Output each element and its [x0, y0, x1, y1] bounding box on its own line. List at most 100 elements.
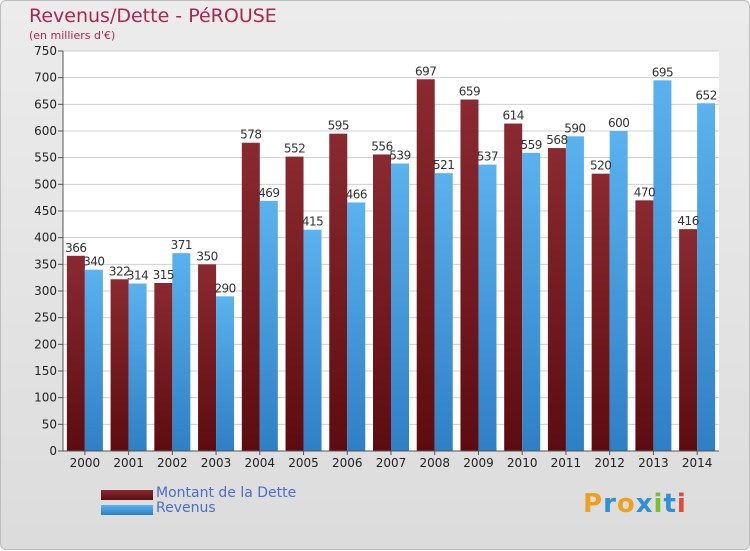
x-tick-label: 2000 — [70, 456, 101, 470]
bar-debt — [635, 200, 654, 451]
x-tick-label: 2004 — [245, 456, 276, 470]
value-label-debt: 659 — [459, 85, 480, 99]
y-tick-label: 400 — [34, 231, 57, 245]
x-tick-label: 2014 — [682, 456, 713, 470]
bar-revenue — [128, 283, 147, 451]
value-label-revenue: 314 — [127, 269, 148, 283]
y-tick-label: 250 — [34, 311, 57, 325]
value-label-debt: 520 — [590, 159, 611, 173]
value-label-debt: 614 — [502, 109, 523, 123]
y-tick-label: 350 — [34, 257, 57, 271]
bar-revenue — [522, 152, 541, 451]
x-tick-label: 2005 — [288, 456, 319, 470]
logo-letter: x — [635, 489, 654, 519]
bar-debt — [679, 229, 698, 451]
value-label-revenue: 371 — [171, 238, 192, 252]
y-tick-label: 750 — [34, 44, 57, 58]
value-label-debt: 556 — [371, 139, 392, 153]
value-label-debt: 595 — [328, 119, 349, 133]
bar-revenue — [478, 164, 497, 451]
x-tick-label: 2011 — [551, 456, 582, 470]
value-label-debt: 697 — [415, 64, 436, 78]
value-label-revenue: 521 — [433, 158, 454, 172]
y-tick-label: 0 — [49, 444, 57, 458]
bar-debt — [547, 148, 566, 452]
bar-revenue — [391, 163, 409, 452]
x-tick-label: 2003 — [201, 456, 232, 470]
x-tick-label: 2001 — [113, 456, 144, 470]
y-tick-label: 600 — [34, 124, 57, 138]
value-label-debt: 416 — [677, 214, 698, 228]
bar-debt — [66, 255, 85, 451]
y-tick-label: 500 — [34, 177, 57, 191]
bar-revenue — [697, 103, 716, 452]
legend-swatch-revenue — [101, 505, 153, 515]
y-tick-label: 700 — [34, 71, 57, 85]
x-tick-label: 2013 — [638, 456, 669, 470]
value-label-revenue: 466 — [346, 187, 367, 201]
legend-swatch-debt — [101, 490, 153, 500]
bar-debt — [373, 154, 391, 451]
value-label-revenue: 539 — [389, 149, 410, 163]
x-tick-label: 2010 — [507, 456, 538, 470]
bar-revenue — [259, 200, 278, 451]
value-label-debt: 470 — [634, 185, 655, 199]
x-tick-label: 2008 — [419, 456, 450, 470]
value-label-debt: 315 — [153, 268, 174, 282]
y-tick-label: 550 — [34, 151, 57, 165]
chart-title: Revenus/Dette - PéROUSE — [29, 5, 277, 27]
bar-debt — [329, 133, 348, 451]
proxiti-logo: Proxiti — [583, 489, 687, 519]
logo-letter: t — [663, 489, 677, 519]
bar-debt — [591, 173, 610, 451]
logo-letter: P — [583, 489, 604, 519]
value-label-revenue: 590 — [564, 121, 585, 135]
bar-debt — [504, 123, 523, 452]
value-label-revenue: 290 — [214, 281, 235, 295]
value-label-debt: 350 — [196, 249, 217, 263]
bar-revenue — [216, 296, 235, 451]
value-label-debt: 568 — [546, 133, 567, 147]
value-label-revenue: 469 — [258, 186, 279, 200]
bar-revenue — [172, 253, 191, 451]
bar-debt — [154, 283, 173, 451]
value-label-debt: 322 — [109, 264, 130, 278]
bar-revenue — [609, 131, 628, 451]
bar-revenue — [434, 173, 453, 451]
value-label-revenue: 415 — [302, 215, 323, 229]
value-label-revenue: 537 — [477, 150, 498, 164]
x-tick-label: 2002 — [157, 456, 188, 470]
value-label-revenue: 559 — [520, 138, 541, 152]
y-tick-label: 50 — [42, 417, 57, 431]
value-label-revenue: 652 — [695, 88, 716, 102]
bar-debt — [198, 264, 217, 451]
value-label-debt: 578 — [240, 128, 261, 142]
y-tick-label: 450 — [34, 204, 57, 218]
x-tick-label: 2012 — [594, 456, 625, 470]
value-label-debt: 552 — [284, 142, 305, 156]
bar-debt — [460, 99, 479, 452]
bar-revenue — [565, 136, 584, 452]
y-tick-label: 300 — [34, 284, 57, 298]
logo-letter: i — [653, 489, 664, 519]
bar-revenue — [303, 229, 322, 451]
chart-subtitle: (en milliers d'€) — [29, 29, 116, 42]
bar-debt — [285, 156, 304, 451]
y-tick-label: 200 — [34, 337, 57, 351]
value-label-revenue: 695 — [652, 65, 673, 79]
x-tick-label: 2009 — [463, 456, 494, 470]
legend-label-revenue: Revenus — [156, 500, 216, 516]
bar-revenue — [347, 202, 366, 451]
bar-debt — [416, 79, 435, 452]
logo-letter: r — [603, 489, 617, 519]
value-label-revenue: 340 — [83, 255, 104, 269]
y-tick-label: 150 — [34, 364, 57, 378]
bar-debt — [241, 142, 260, 451]
value-label-debt: 366 — [65, 241, 86, 255]
logo-letter: o — [616, 489, 636, 519]
logo-letter: i — [676, 489, 687, 519]
bar-revenue — [653, 80, 672, 451]
legend-label-debt: Montant de la Dette — [156, 485, 297, 501]
